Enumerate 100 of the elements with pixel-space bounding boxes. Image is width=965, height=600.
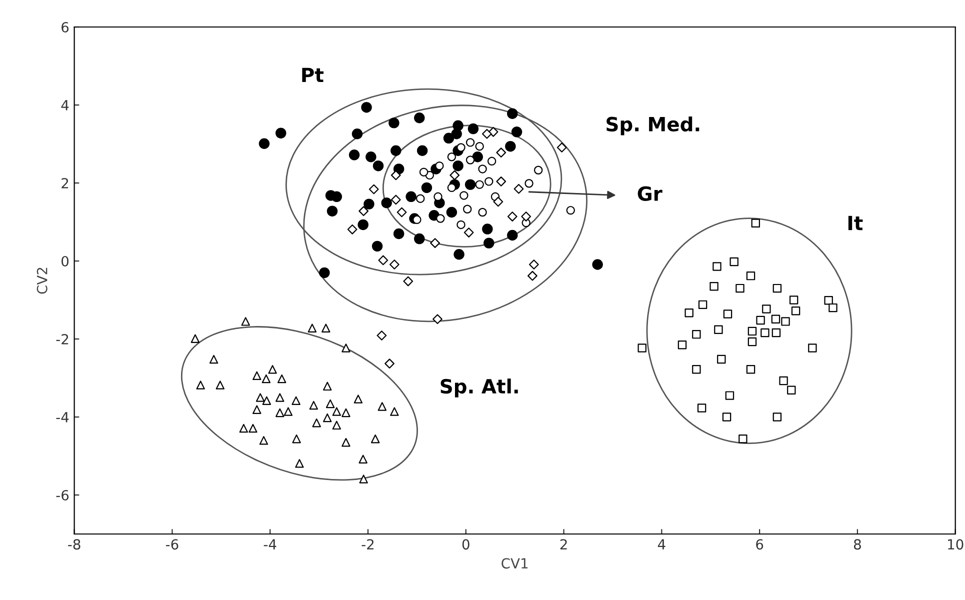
point [239, 424, 248, 433]
point [443, 132, 454, 144]
point [725, 391, 734, 400]
point [292, 396, 300, 405]
point [381, 198, 392, 208]
point [396, 207, 407, 218]
point [466, 156, 475, 164]
y-tick-label: 6 [62, 22, 69, 32]
point [414, 112, 425, 124]
y-tick-label: 2 [62, 178, 68, 188]
point [403, 276, 414, 286]
point [746, 365, 756, 374]
point [464, 179, 476, 190]
point [475, 142, 484, 151]
point [760, 328, 770, 338]
point [824, 296, 833, 305]
point [736, 284, 744, 293]
point [756, 316, 765, 325]
point [566, 206, 575, 215]
point [389, 260, 400, 270]
point [421, 182, 432, 194]
point [772, 328, 781, 338]
point [216, 380, 225, 390]
point [352, 128, 363, 140]
point [354, 394, 363, 404]
point [534, 166, 543, 174]
point [460, 191, 468, 200]
point [258, 138, 270, 149]
x-tick-label: 0 [462, 539, 470, 550]
point [388, 118, 400, 128]
point [332, 407, 342, 416]
point [372, 240, 383, 252]
point [684, 308, 694, 318]
point [390, 407, 399, 416]
point [412, 215, 422, 224]
point [322, 324, 330, 332]
point [791, 306, 800, 316]
point [723, 310, 732, 318]
point [464, 228, 474, 238]
point [384, 358, 394, 369]
point [524, 179, 534, 188]
point [342, 408, 350, 418]
point [762, 304, 771, 314]
point [528, 270, 538, 281]
point [419, 168, 428, 176]
point [361, 102, 372, 113]
x-tick-label: 2 [560, 539, 567, 550]
point [447, 183, 456, 192]
point [789, 296, 798, 304]
point [738, 434, 748, 444]
x-tick-label: -2 [362, 539, 374, 550]
point [308, 324, 317, 332]
point [446, 206, 458, 218]
point [472, 152, 483, 162]
point [326, 206, 338, 216]
point [514, 184, 524, 194]
point [748, 326, 757, 336]
point [292, 434, 301, 444]
point [209, 354, 218, 364]
point [712, 262, 722, 271]
point [378, 255, 388, 266]
point [364, 198, 374, 210]
point [511, 126, 522, 138]
x-tick-label: 8 [854, 539, 861, 550]
x-tick-label: -6 [166, 539, 178, 550]
point [482, 128, 492, 139]
point [748, 337, 757, 346]
point [276, 408, 284, 418]
point [482, 224, 493, 234]
point [241, 317, 250, 326]
point [326, 399, 335, 408]
point [390, 170, 401, 180]
annotation: It [848, 216, 863, 230]
point [638, 344, 646, 352]
point [496, 176, 506, 186]
point [359, 474, 368, 484]
point [342, 344, 350, 352]
point [808, 344, 817, 352]
y-tick-label: 0 [62, 256, 69, 266]
point [456, 220, 466, 230]
point [366, 152, 376, 162]
point [507, 108, 518, 119]
point [268, 365, 277, 374]
point [430, 238, 440, 248]
point [295, 459, 304, 468]
point [692, 330, 701, 339]
point [435, 161, 444, 170]
point [484, 177, 494, 186]
point [697, 404, 706, 412]
point [358, 454, 368, 464]
point [478, 208, 487, 217]
point [772, 412, 782, 422]
point [710, 282, 718, 291]
point [730, 257, 738, 266]
x-axis-title: CV1 [502, 558, 528, 569]
point [414, 233, 425, 244]
point [390, 145, 402, 156]
point [507, 212, 518, 222]
point [692, 365, 701, 374]
point [319, 267, 330, 278]
